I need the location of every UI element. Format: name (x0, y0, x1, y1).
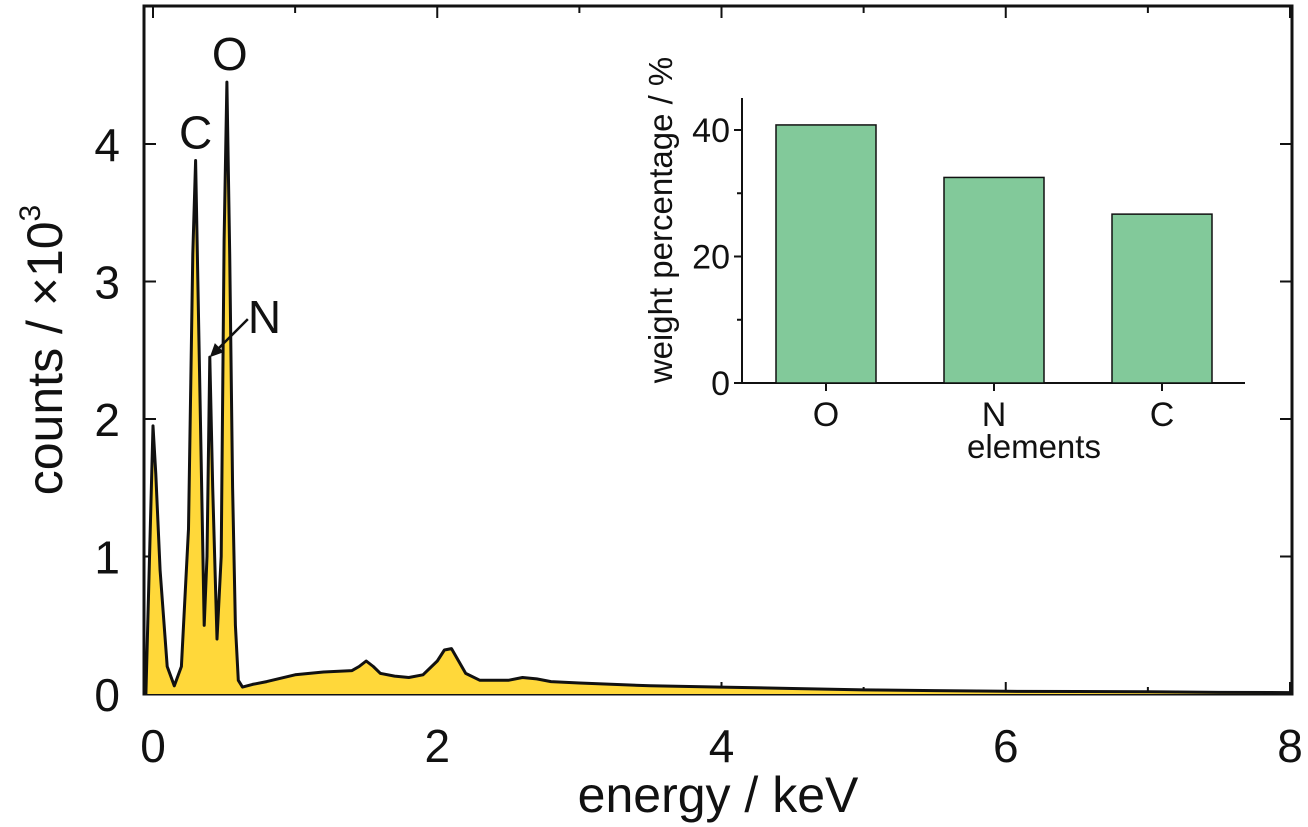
main-y-ticks: 0 1 2 3 4 (94, 119, 1292, 721)
main-y-tick-label: 0 (94, 669, 120, 721)
main-x-axis-title: energy / keV (578, 767, 859, 823)
inset-bar-o (775, 124, 877, 384)
inset-bars (775, 124, 1213, 384)
peak-arrow-line (212, 318, 249, 355)
main-y-tick-label: 1 (94, 532, 120, 584)
inset-y-tick-label: 0 (711, 365, 730, 403)
main-x-tick-label: 4 (709, 720, 735, 772)
main-y-axis-title-exponent: 3 (14, 205, 47, 222)
main-y-tick-label: 4 (94, 119, 120, 171)
inset-y-tick-label: 20 (692, 239, 730, 277)
main-y-axis-title-text: counts / ×10 (17, 221, 73, 495)
peak-arrowhead (209, 343, 224, 358)
main-x-tick-label: 2 (424, 720, 450, 772)
main-x-tick-label: 6 (993, 720, 1019, 772)
main-y-tick-label: 2 (94, 394, 120, 446)
peak-label: N (248, 291, 281, 343)
inset-y-ticks: 0 20 40 (692, 112, 742, 403)
inset-y-tick-label: 40 (692, 112, 730, 150)
inset-x-tick-label: C (1150, 396, 1175, 434)
spectrum-line (144, 80, 1291, 695)
inset-x-axis-title: elements (967, 428, 1101, 465)
spectrum-series (144, 80, 1291, 695)
inset-chart: 0 20 40 O N C elements weight percentage / % (642, 57, 1245, 465)
main-x-tick-label: 0 (140, 720, 166, 772)
inset-bar-c (1111, 213, 1213, 384)
inset-x-tick-label: O (813, 396, 839, 434)
main-y-tick-label: 3 (94, 257, 120, 309)
main-y-axis-title: counts / ×103 (14, 205, 73, 496)
main-x-ticks: 0 2 4 6 8 (140, 6, 1303, 772)
main-x-tick-label: 8 (1277, 720, 1303, 772)
inset-y-axis-title: weight percentage / % (642, 57, 679, 385)
inset-bar-n (943, 176, 1045, 384)
peak-label: O (212, 28, 248, 80)
peak-annotations: CO N (179, 28, 281, 358)
inset-x-tick-label: N (982, 396, 1007, 434)
peak-label: C (179, 107, 212, 159)
